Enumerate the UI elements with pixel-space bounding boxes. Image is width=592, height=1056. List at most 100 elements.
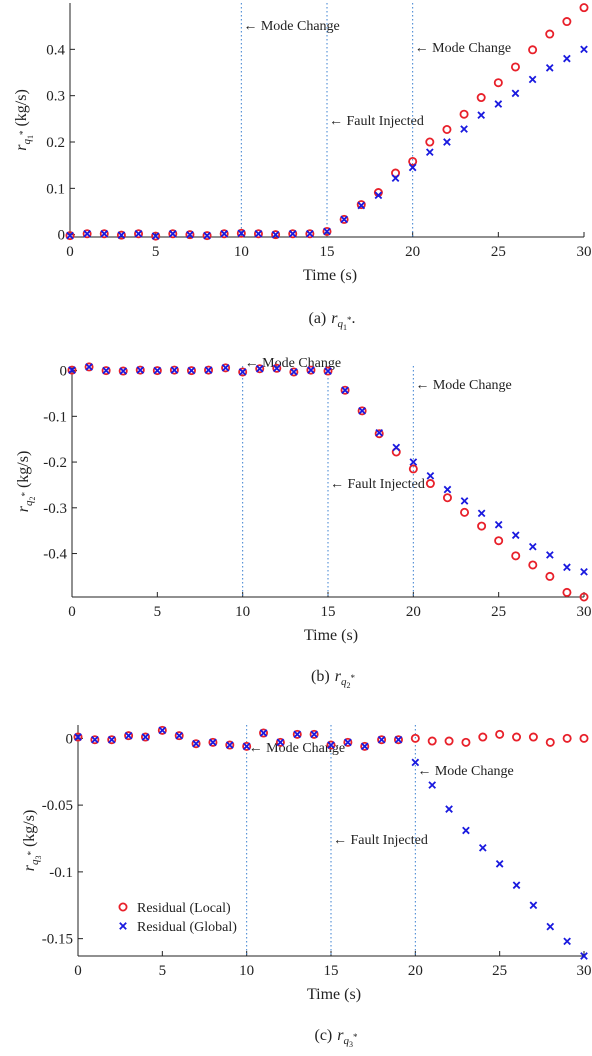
data-point-global xyxy=(102,366,110,375)
data-point-global xyxy=(293,730,302,739)
data-point-global xyxy=(107,735,116,744)
x-tick-label: 0 xyxy=(74,963,82,979)
data-point-global xyxy=(344,738,352,747)
data-point-local xyxy=(460,507,470,517)
data-point-global xyxy=(494,100,503,108)
data-point-local xyxy=(84,362,94,372)
data-point-local xyxy=(510,62,520,72)
data-point-global xyxy=(477,509,486,518)
data-point-local xyxy=(391,168,401,178)
legend-marker-local xyxy=(118,902,128,912)
data-point-local xyxy=(477,521,487,531)
legend: Residual (Local) Residual (Global) xyxy=(118,901,237,935)
y-axis-label: rq2* (kg/s) xyxy=(15,451,37,513)
data-point-global xyxy=(462,826,470,835)
data-point-global xyxy=(546,551,554,559)
data-point-local xyxy=(134,229,144,239)
data-point-global xyxy=(425,148,434,157)
data-point-local xyxy=(157,725,167,735)
x-tick-label: 10 xyxy=(235,604,250,620)
y-axis-unit: (kg/s) xyxy=(21,810,38,847)
data-point-global xyxy=(170,366,179,374)
y-axis-symbol-star: * xyxy=(20,492,30,497)
x-tick-label: 5 xyxy=(154,604,162,620)
data-point-global xyxy=(358,406,366,415)
data-point-global xyxy=(409,458,418,466)
y-axis-symbol: r xyxy=(21,864,38,871)
x-tick-label: 10 xyxy=(234,244,249,260)
data-point-local xyxy=(124,731,134,741)
y-tick-label: -0.4 xyxy=(43,547,67,563)
data-point-local xyxy=(512,732,522,742)
data-point-global xyxy=(158,726,167,735)
data-point-global xyxy=(119,367,128,375)
data-point-global xyxy=(307,366,315,374)
data-point-global xyxy=(443,485,452,494)
data-point-global xyxy=(134,229,143,238)
y-tick-label: -0.05 xyxy=(42,798,73,814)
data-point-local xyxy=(174,731,184,741)
data-point-global xyxy=(153,366,162,375)
annotation-label: ← Mode Change xyxy=(249,741,345,756)
data-point-local xyxy=(461,737,471,747)
y-axis-label: rq1* (kg/s) xyxy=(13,89,35,151)
data-point-global xyxy=(83,229,91,238)
data-point-local xyxy=(289,367,299,377)
data-point-local xyxy=(356,200,366,210)
data-point-local xyxy=(67,365,77,375)
data-point-local xyxy=(528,560,538,570)
x-tick-label: 25 xyxy=(491,604,506,620)
data-point-local xyxy=(107,735,117,745)
data-point-global xyxy=(255,364,264,373)
data-point-global xyxy=(175,731,184,740)
data-point-global xyxy=(563,937,571,946)
caption-symbol-index: 2 xyxy=(346,681,350,690)
annotation-label: ← Fault Injected xyxy=(333,833,428,848)
legend-label: Residual (Global) xyxy=(137,920,237,935)
data-point-global xyxy=(563,54,571,63)
x-tick-label: 25 xyxy=(492,963,507,979)
data-point-local xyxy=(493,78,503,88)
caption-symbol-sub: q xyxy=(338,318,344,330)
x-tick-label: 15 xyxy=(324,963,339,979)
data-point-global xyxy=(511,531,520,540)
data-point-global xyxy=(141,733,150,741)
data-point-local xyxy=(545,737,555,747)
data-point-local xyxy=(99,229,109,239)
data-point-global xyxy=(151,232,160,240)
data-point-global xyxy=(225,741,234,749)
data-point-local xyxy=(322,226,332,236)
y-axis-symbol-sub: q xyxy=(23,500,35,506)
data-point-global xyxy=(124,731,133,740)
data-point-local xyxy=(579,3,589,13)
data-point-local xyxy=(292,729,302,739)
data-point-global xyxy=(100,229,109,238)
data-point-local xyxy=(255,364,265,374)
data-point-global xyxy=(221,363,230,372)
x-tick-label: 5 xyxy=(152,244,160,260)
data-point-local xyxy=(562,17,572,27)
data-point-global xyxy=(460,497,469,505)
data-point-global xyxy=(495,860,504,868)
y-axis-symbol-sub: q xyxy=(29,859,41,865)
data-point-local xyxy=(545,29,555,39)
data-point-global xyxy=(276,738,285,747)
data-point-global xyxy=(306,229,314,238)
data-point-local xyxy=(360,741,370,751)
data-point-local xyxy=(208,737,218,747)
annotation-label: ← Mode Change xyxy=(415,378,511,393)
y-tick-label: 0.4 xyxy=(46,42,65,58)
y-axis-label: rq3* (kg/s) xyxy=(21,810,43,872)
data-point-local xyxy=(253,229,263,239)
data-point-local xyxy=(579,733,589,743)
data-point-global xyxy=(66,231,74,240)
data-point-global xyxy=(74,733,82,741)
data-point-local xyxy=(288,229,298,239)
data-point-global xyxy=(528,75,537,84)
y-axis-symbol-star: * xyxy=(18,130,28,135)
data-point-global xyxy=(341,386,349,395)
data-point-global xyxy=(580,45,588,54)
